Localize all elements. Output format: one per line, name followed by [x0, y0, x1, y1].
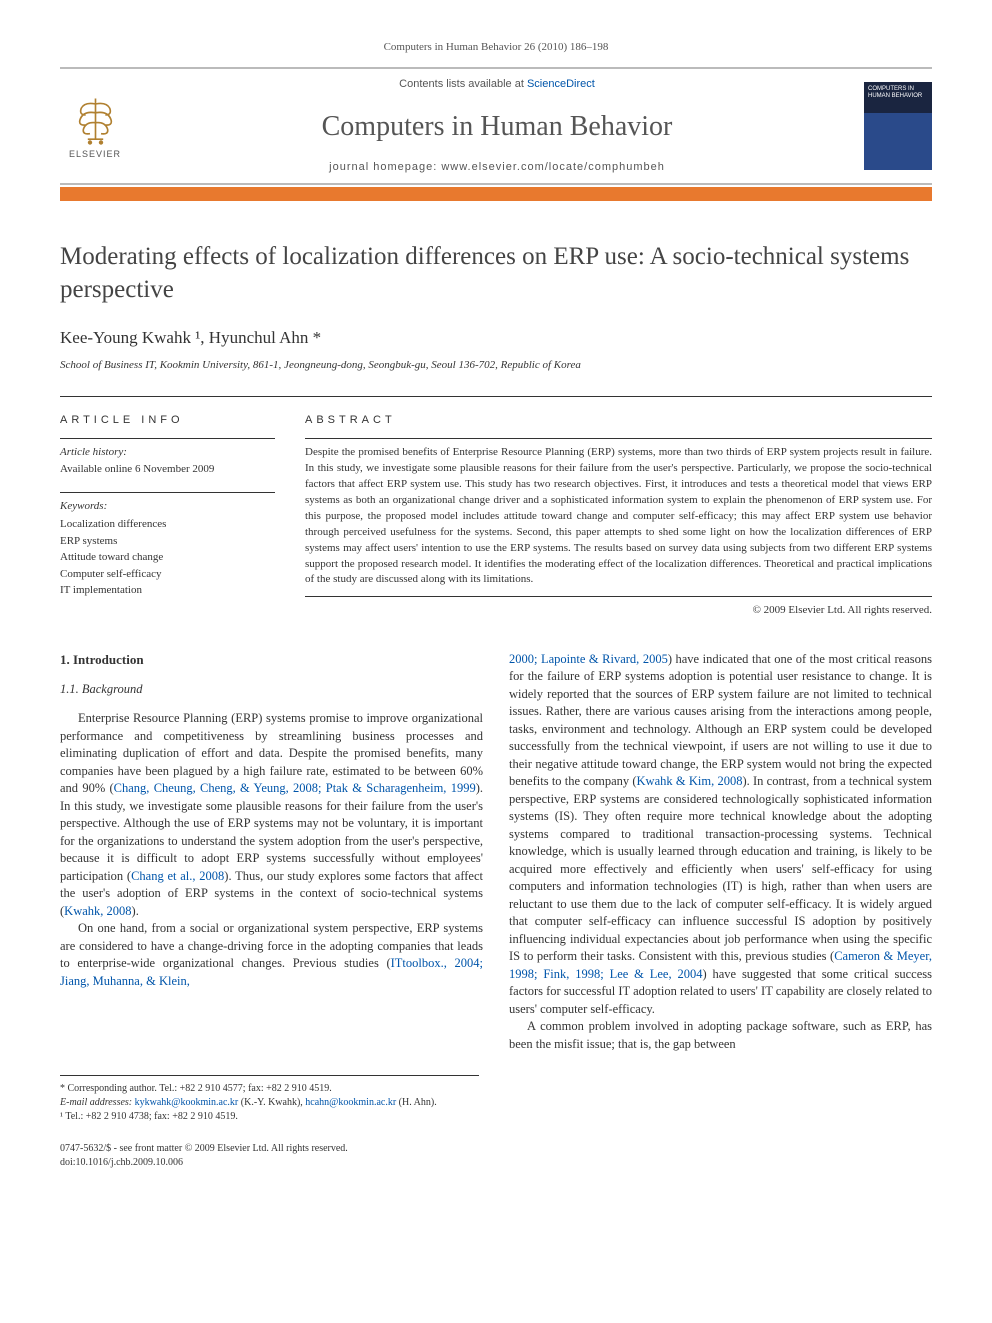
homepage-url[interactable]: www.elsevier.com/locate/comphumbeh — [441, 161, 665, 173]
abstract-text: Despite the promised benefits of Enterpr… — [305, 438, 932, 597]
history-value: Available online 6 November 2009 — [60, 462, 275, 477]
homepage-line: journal homepage: www.elsevier.com/locat… — [144, 160, 850, 175]
keyword-item: Localization differences — [60, 516, 275, 533]
article-info-column: ARTICLE INFO Article history: Available … — [60, 413, 275, 619]
cover-title: COMPUTERS IN HUMAN BEHAVIOR — [868, 86, 928, 99]
authors: Kee-Young Kwahk ¹, Hyunchul Ahn * — [60, 326, 932, 350]
body-paragraph: On one hand, from a social or organizati… — [60, 920, 483, 990]
article-history-block: Article history: Available online 6 Nove… — [60, 438, 275, 478]
issn-line: 0747-5632/$ - see front matter © 2009 El… — [60, 1142, 932, 1156]
body-column-right: 2000; Lapointe & Rivard, 2005) have indi… — [509, 651, 932, 1054]
affiliation: School of Business IT, Kookmin Universit… — [60, 358, 932, 373]
abstract-heading: ABSTRACT — [305, 413, 932, 428]
doi-line: doi:10.1016/j.chb.2009.10.006 — [60, 1156, 932, 1170]
homepage-prefix: journal homepage: — [329, 161, 441, 173]
elsevier-label: ELSEVIER — [69, 148, 121, 161]
elsevier-tree-icon — [68, 93, 123, 148]
keyword-item: IT implementation — [60, 582, 275, 599]
masthead: ELSEVIER Contents lists available at Sci… — [60, 67, 932, 185]
citation-link[interactable]: Chang et al., 2008 — [131, 869, 224, 883]
subsection-heading: 1.1. Background — [60, 681, 483, 699]
keywords-label: Keywords: — [60, 499, 275, 514]
footer: 0747-5632/$ - see front matter © 2009 El… — [60, 1142, 932, 1170]
body-paragraph: A common problem involved in adopting pa… — [509, 1018, 932, 1053]
body-text: A common problem involved in adopting pa… — [509, 1019, 932, 1051]
email-label: E-mail addresses: — [60, 1097, 135, 1108]
body-text: ) have indicated that one of the most cr… — [509, 652, 932, 789]
citation-link[interactable]: Chang, Cheung, Cheng, & Yeung, 2008; Pta… — [114, 781, 476, 795]
info-abstract-row: ARTICLE INFO Article history: Available … — [60, 396, 932, 619]
email-name: (H. Ahn). — [396, 1097, 437, 1108]
header-citation: Computers in Human Behavior 26 (2010) 18… — [60, 40, 932, 55]
keyword-item: ERP systems — [60, 533, 275, 550]
email-line: E-mail addresses: kykwahk@kookmin.ac.kr … — [60, 1096, 479, 1110]
journal-name: Computers in Human Behavior — [144, 107, 850, 146]
citation-link[interactable]: 2000; Lapointe & Rivard, 2005 — [509, 652, 668, 666]
elsevier-logo: ELSEVIER — [60, 86, 130, 166]
abstract-column: ABSTRACT Despite the promised benefits o… — [305, 413, 932, 619]
body-text: ). In this study, we investigate some pl… — [60, 781, 483, 883]
article-info-heading: ARTICLE INFO — [60, 413, 275, 428]
footnote-1: ¹ Tel.: +82 2 910 4738; fax: +82 2 910 4… — [60, 1110, 479, 1124]
history-label: Article history: — [60, 445, 275, 460]
corresponding-author-note: * Corresponding author. Tel.: +82 2 910 … — [60, 1082, 479, 1096]
email-name: (K.-Y. Kwahk), — [238, 1097, 305, 1108]
sciencedirect-link[interactable]: ScienceDirect — [527, 78, 595, 90]
section-heading: 1. Introduction — [60, 651, 483, 669]
footnotes: * Corresponding author. Tel.: +82 2 910 … — [60, 1075, 479, 1124]
citation-link[interactable]: Kwahk & Kim, 2008 — [637, 774, 743, 788]
citation-link[interactable]: Kwahk, 2008 — [64, 904, 131, 918]
abstract-copyright: © 2009 Elsevier Ltd. All rights reserved… — [305, 603, 932, 618]
email-link[interactable]: hcahn@kookmin.ac.kr — [305, 1097, 396, 1108]
contents-line: Contents lists available at ScienceDirec… — [144, 77, 850, 92]
keyword-item: Computer self-efficacy — [60, 566, 275, 583]
keywords-block: Keywords: Localization differences ERP s… — [60, 492, 275, 599]
email-link[interactable]: kykwahk@kookmin.ac.kr — [135, 1097, 239, 1108]
body-paragraph: 2000; Lapointe & Rivard, 2005) have indi… — [509, 651, 932, 1019]
contents-prefix: Contents lists available at — [399, 78, 527, 90]
body-text: ). In contrast, from a technical system … — [509, 774, 932, 963]
body-column-left: 1. Introduction 1.1. Background Enterpri… — [60, 651, 483, 1054]
article-title: Moderating effects of localization diffe… — [60, 241, 932, 306]
body-paragraph: Enterprise Resource Planning (ERP) syste… — [60, 710, 483, 920]
body-columns: 1. Introduction 1.1. Background Enterpri… — [60, 651, 932, 1054]
orange-divider-bar — [60, 187, 932, 201]
body-text: ). — [132, 904, 139, 918]
masthead-center: Contents lists available at ScienceDirec… — [144, 77, 850, 175]
journal-cover-thumbnail: COMPUTERS IN HUMAN BEHAVIOR — [864, 82, 932, 170]
keyword-item: Attitude toward change — [60, 549, 275, 566]
